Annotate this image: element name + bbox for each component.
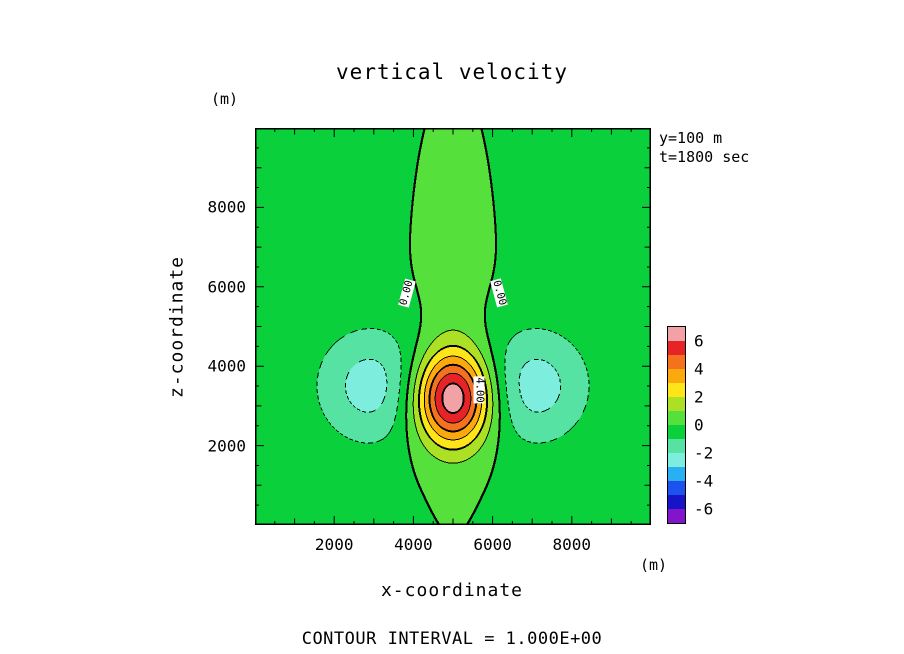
slice-annotation: y=100 m t=1800 sec: [659, 129, 749, 167]
colorbar-label: 0: [694, 415, 704, 435]
colorbar-segment: [668, 411, 685, 425]
colorbar-segment: [668, 383, 685, 397]
colorbar-gradient: [667, 326, 686, 524]
x-axis-units: (m): [640, 556, 668, 574]
z-tick-label: 2000: [207, 436, 246, 456]
colorbar-label: 6: [694, 331, 704, 351]
colorbar-segment: [668, 439, 685, 453]
z-tick-label: 8000: [207, 197, 246, 217]
colorbar-segment: [668, 355, 685, 369]
colorbar-label: -2: [694, 443, 714, 463]
z-tick-label: 4000: [207, 356, 246, 376]
contour-plot: 2000 4000 6000 8000 2000 4000 6000 8000 0.00 0.00…: [207, 128, 651, 554]
colorbar-segment: [668, 425, 685, 439]
colorbar-label: -6: [694, 499, 714, 519]
contour-line-label: 4.00: [473, 376, 486, 404]
colorbar-segment: [668, 509, 685, 523]
z-tick-label: 6000: [207, 277, 246, 297]
x-tick-label: 8000: [552, 535, 592, 554]
z-axis-label: z-coordinate: [166, 255, 188, 399]
x-axis-label: x-coordinate: [380, 580, 524, 601]
colorbar-segment: [668, 495, 685, 509]
colorbar-segment: [668, 327, 685, 341]
colorbar-segment: [668, 369, 685, 383]
colorbar-segment: [668, 481, 685, 495]
x-tick-label: 4000: [394, 535, 433, 554]
slice-time-value: t=1800 sec: [659, 148, 750, 166]
colorbar-segment: [668, 341, 685, 355]
z-axis-units: (m): [211, 90, 239, 108]
colorbar-label: 2: [694, 387, 704, 407]
colorbar-segment: [668, 467, 685, 481]
chart-title: vertical velocity: [336, 60, 568, 84]
colorbar-label: 4: [694, 359, 704, 379]
colorbar-label: -4: [694, 471, 714, 491]
colorbar-segment: [668, 453, 685, 467]
x-tick-label: 2000: [314, 535, 354, 554]
colorbar: 6 4 2 0 -2 -4 -6: [667, 326, 737, 526]
slice-y-value: y=100 m: [659, 129, 723, 147]
colorbar-segment: [668, 397, 685, 411]
contour-interval-caption: CONTOUR INTERVAL = 1.000E+00: [301, 629, 603, 649]
contour-plot-canvas: [255, 128, 651, 525]
x-tick-label: 6000: [473, 535, 512, 554]
